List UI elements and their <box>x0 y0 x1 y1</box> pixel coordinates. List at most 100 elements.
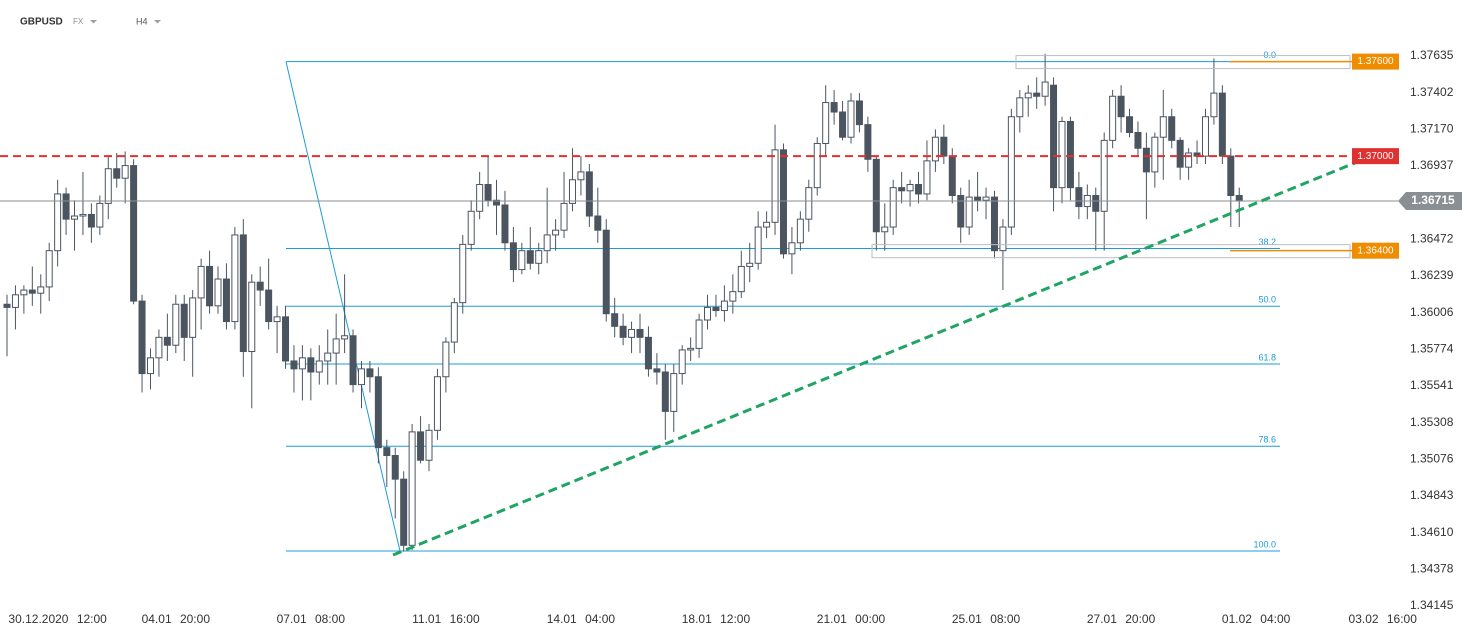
candle-body <box>602 229 610 315</box>
x-tick-label: 18.01 12:00 <box>682 612 751 626</box>
candle-body <box>813 143 821 189</box>
candle-body <box>788 242 796 255</box>
candle-body <box>282 316 290 362</box>
y-tick-label: 1.35076 <box>1410 451 1454 465</box>
candle-body <box>535 250 543 264</box>
y-tick-label: 1.36006 <box>1410 305 1454 319</box>
candle-body <box>636 328 644 338</box>
candle-body <box>417 431 425 461</box>
candle-body <box>1024 92 1032 99</box>
candle-body <box>940 136 948 157</box>
candle-body <box>779 149 787 255</box>
y-tick-label: 1.37402 <box>1410 85 1454 99</box>
candle-body <box>712 306 720 312</box>
x-tick-label: 30.12.2020 12:00 <box>8 612 107 626</box>
candle-body <box>737 265 745 293</box>
candle-body <box>644 336 652 370</box>
candle-body <box>839 111 847 138</box>
candle-body <box>746 262 754 267</box>
candle-body <box>619 325 627 338</box>
y-tick-label: 1.36239 <box>1410 268 1454 282</box>
candle-body <box>315 360 323 373</box>
candle-body <box>357 368 365 386</box>
candle-body <box>20 289 28 296</box>
fib-label: 38.2 <box>1258 237 1276 247</box>
candle-body <box>104 168 112 204</box>
candle-body <box>1100 139 1108 212</box>
candle-body <box>999 226 1007 252</box>
candle-body <box>847 100 855 138</box>
candle-body <box>332 338 340 354</box>
candle-body <box>425 429 433 461</box>
candle-body <box>298 357 306 370</box>
candle-body <box>720 300 728 312</box>
candle-body <box>729 291 737 302</box>
candle-body <box>881 226 889 233</box>
candle-body <box>948 155 956 197</box>
candle-body <box>1075 187 1083 208</box>
candle-body <box>526 250 534 264</box>
candle-body <box>1033 92 1041 97</box>
candle-body <box>1168 116 1176 141</box>
candle-body <box>433 376 441 431</box>
candle-body <box>1201 116 1209 157</box>
candle-body <box>28 289 36 294</box>
candle-body <box>172 303 180 346</box>
candle-body <box>611 313 619 327</box>
candle-body <box>155 336 163 359</box>
candle-body <box>391 455 399 480</box>
candle-body <box>678 349 686 375</box>
candle-body <box>341 335 349 340</box>
candle-body <box>189 297 197 338</box>
candle-body <box>1151 136 1159 173</box>
candle-body <box>509 242 517 271</box>
candle-body <box>965 196 973 228</box>
candle-body <box>796 218 804 244</box>
y-tick-label: 1.37635 <box>1410 48 1454 62</box>
candle-body <box>661 371 669 412</box>
candle-body <box>628 328 636 338</box>
candle-body <box>1134 131 1142 149</box>
candle-body <box>560 202 568 231</box>
candle-body <box>1007 116 1015 228</box>
fib-label: 61.8 <box>1258 352 1276 362</box>
candle-body <box>1142 147 1150 173</box>
candle-body <box>71 215 79 220</box>
fib-label: 0.0 <box>1263 50 1276 60</box>
candle-body <box>957 195 965 228</box>
candle-body <box>501 204 509 244</box>
x-tick-label: 11.01 16:00 <box>412 612 480 626</box>
candle-body <box>222 278 230 323</box>
candle-body <box>771 149 779 223</box>
candle-body <box>872 158 880 233</box>
y-tick-label: 1.35541 <box>1410 378 1454 392</box>
candle-body <box>552 229 560 236</box>
candle-body <box>366 368 374 378</box>
candle-body <box>518 250 526 271</box>
candle-body <box>146 357 154 375</box>
y-tick-label: 1.34145 <box>1410 598 1454 612</box>
candle-body <box>239 234 247 353</box>
y-tick-label: 1.36472 <box>1410 232 1454 246</box>
candle-body <box>1235 195 1243 202</box>
candle-body <box>687 347 695 351</box>
candle-body <box>923 160 931 195</box>
y-tick-label: 1.35308 <box>1410 415 1454 429</box>
candle-body <box>763 221 771 228</box>
candle-body <box>484 183 492 201</box>
timeframe-caret[interactable] <box>154 20 161 24</box>
y-tick-label: 1.36937 <box>1410 158 1454 172</box>
candle-body <box>349 335 357 386</box>
candle-body <box>197 265 205 299</box>
market-caret[interactable] <box>90 20 97 24</box>
candle-body <box>467 210 475 245</box>
y-tick-label: 1.34378 <box>1410 561 1454 575</box>
candle-body <box>256 281 264 291</box>
candle-body <box>231 234 239 323</box>
candle-body <box>1227 155 1235 197</box>
overlay: 1.37635 1.37402 1.37170 1.36937 1.36472 1.362… <box>0 48 1462 626</box>
candle-body <box>214 278 222 307</box>
y-tick-label: 1.35774 <box>1410 341 1454 355</box>
level-tag <box>1352 53 1399 70</box>
candle-body <box>906 183 914 192</box>
